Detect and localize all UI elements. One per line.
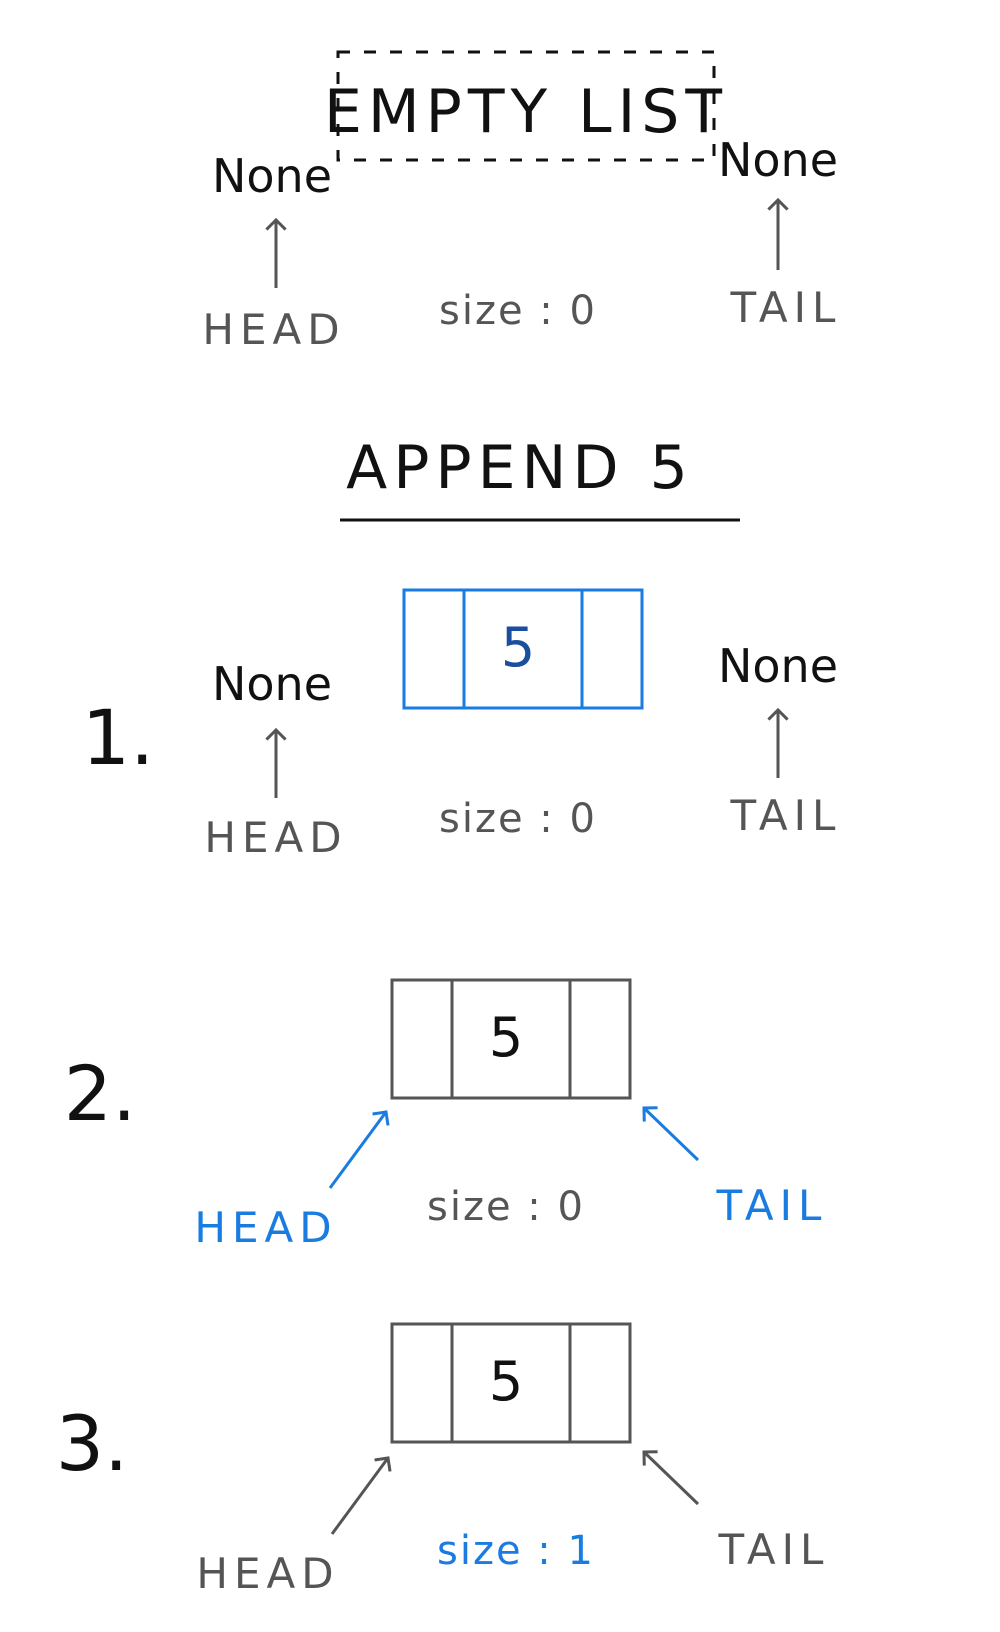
- step-1-tail-none: None: [718, 639, 838, 693]
- step-1-number: 1.: [82, 693, 155, 782]
- step-2-size-text: size : 0: [427, 1184, 585, 1230]
- empty-tail-label: TAIL: [730, 283, 842, 332]
- step-1-node: 5: [402, 588, 644, 710]
- step-1-node-box: [402, 588, 644, 710]
- step-3-head-label: HEAD: [196, 1549, 339, 1598]
- step-3-node: 5: [390, 1322, 632, 1444]
- step-3-tail-label: TAIL: [718, 1525, 830, 1574]
- step-2-node-value: 5: [489, 1006, 523, 1069]
- empty-head-none: None: [212, 149, 332, 203]
- step-3-size-text: size : 1: [437, 1528, 595, 1574]
- step-3-number: 3.: [56, 1399, 129, 1488]
- step-3-node-box: [390, 1322, 632, 1444]
- step-2-number: 2.: [64, 1049, 137, 1138]
- step-2-head-label: HEAD: [194, 1203, 337, 1252]
- step-2-tail-label: TAIL: [716, 1181, 828, 1230]
- step-2-tail-arrow: [642, 1106, 700, 1162]
- step-2-node-box: [390, 978, 632, 1100]
- step-1-head-none: None: [212, 657, 332, 711]
- step-3-node-value: 5: [489, 1350, 523, 1413]
- step-3-head-arrow: [330, 1456, 392, 1535]
- empty-head-label: HEAD: [202, 305, 345, 354]
- empty-list-label: EMPTY LIST: [324, 77, 728, 147]
- empty-size-text: size : 0: [439, 288, 597, 334]
- step-1-tail-label: TAIL: [730, 791, 842, 840]
- step-1-head-label: HEAD: [204, 813, 347, 862]
- step-2-head-arrow: [328, 1110, 390, 1189]
- step-1-size-text: size : 0: [439, 796, 597, 842]
- empty-tail-none: None: [718, 133, 838, 187]
- step-2-node: 5: [390, 978, 632, 1100]
- step-3-tail-arrow: [642, 1450, 700, 1506]
- empty-list-dashed-box: [336, 50, 716, 162]
- step-1-node-value: 5: [501, 616, 535, 679]
- append-title: APPEND 5: [346, 433, 694, 503]
